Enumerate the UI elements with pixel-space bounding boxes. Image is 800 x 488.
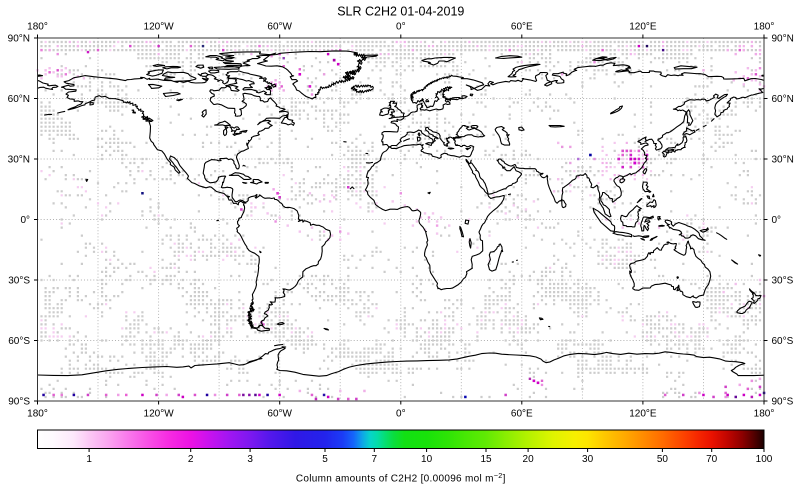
svg-text:60°S: 60°S [772, 336, 794, 347]
svg-text:30°S: 30°S [772, 276, 794, 287]
svg-text:20: 20 [523, 454, 535, 465]
svg-text:30°N: 30°N [772, 155, 794, 166]
svg-text:3: 3 [247, 454, 253, 465]
svg-text:90°N: 90°N [8, 34, 30, 45]
svg-text:90°S: 90°S [772, 397, 794, 408]
svg-text:70: 70 [706, 454, 718, 465]
svg-text:7: 7 [372, 454, 378, 465]
svg-text:30°S: 30°S [8, 276, 30, 287]
svg-text:0°: 0° [772, 215, 782, 226]
svg-text:5: 5 [322, 454, 328, 465]
svg-text:120°W: 120°W [144, 409, 175, 420]
svg-text:30: 30 [582, 454, 594, 465]
svg-text:60°E: 60°E [511, 21, 533, 32]
svg-text:50: 50 [657, 454, 669, 465]
svg-text:60°N: 60°N [8, 94, 30, 105]
svg-text:180°: 180° [27, 409, 48, 420]
svg-text:Column amounts of C2H2 [0.0009: Column amounts of C2H2 [0.00096 mol m−2] [296, 471, 506, 485]
svg-text:60°E: 60°E [511, 409, 533, 420]
svg-text:10: 10 [421, 454, 433, 465]
svg-text:90°N: 90°N [772, 34, 794, 45]
svg-text:60°W: 60°W [267, 21, 292, 32]
svg-text:30°N: 30°N [8, 155, 30, 166]
svg-text:0°: 0° [396, 409, 406, 420]
svg-text:120°W: 120°W [144, 21, 175, 32]
svg-text:120°E: 120°E [629, 409, 657, 420]
svg-text:90°S: 90°S [8, 397, 30, 408]
svg-text:180°: 180° [27, 21, 48, 32]
svg-text:1: 1 [86, 454, 92, 465]
svg-text:120°E: 120°E [629, 21, 657, 32]
svg-text:60°N: 60°N [772, 94, 794, 105]
svg-text:SLR C2H2 01-04-2019: SLR C2H2 01-04-2019 [337, 5, 464, 19]
svg-text:100: 100 [756, 454, 773, 465]
svg-text:180°: 180° [754, 21, 775, 32]
svg-text:180°: 180° [754, 409, 775, 420]
svg-text:2: 2 [188, 454, 194, 465]
svg-text:60°S: 60°S [8, 336, 30, 347]
svg-text:0°: 0° [20, 215, 30, 226]
svg-text:15: 15 [480, 454, 492, 465]
svg-text:60°W: 60°W [267, 409, 292, 420]
svg-text:0°: 0° [396, 21, 406, 32]
